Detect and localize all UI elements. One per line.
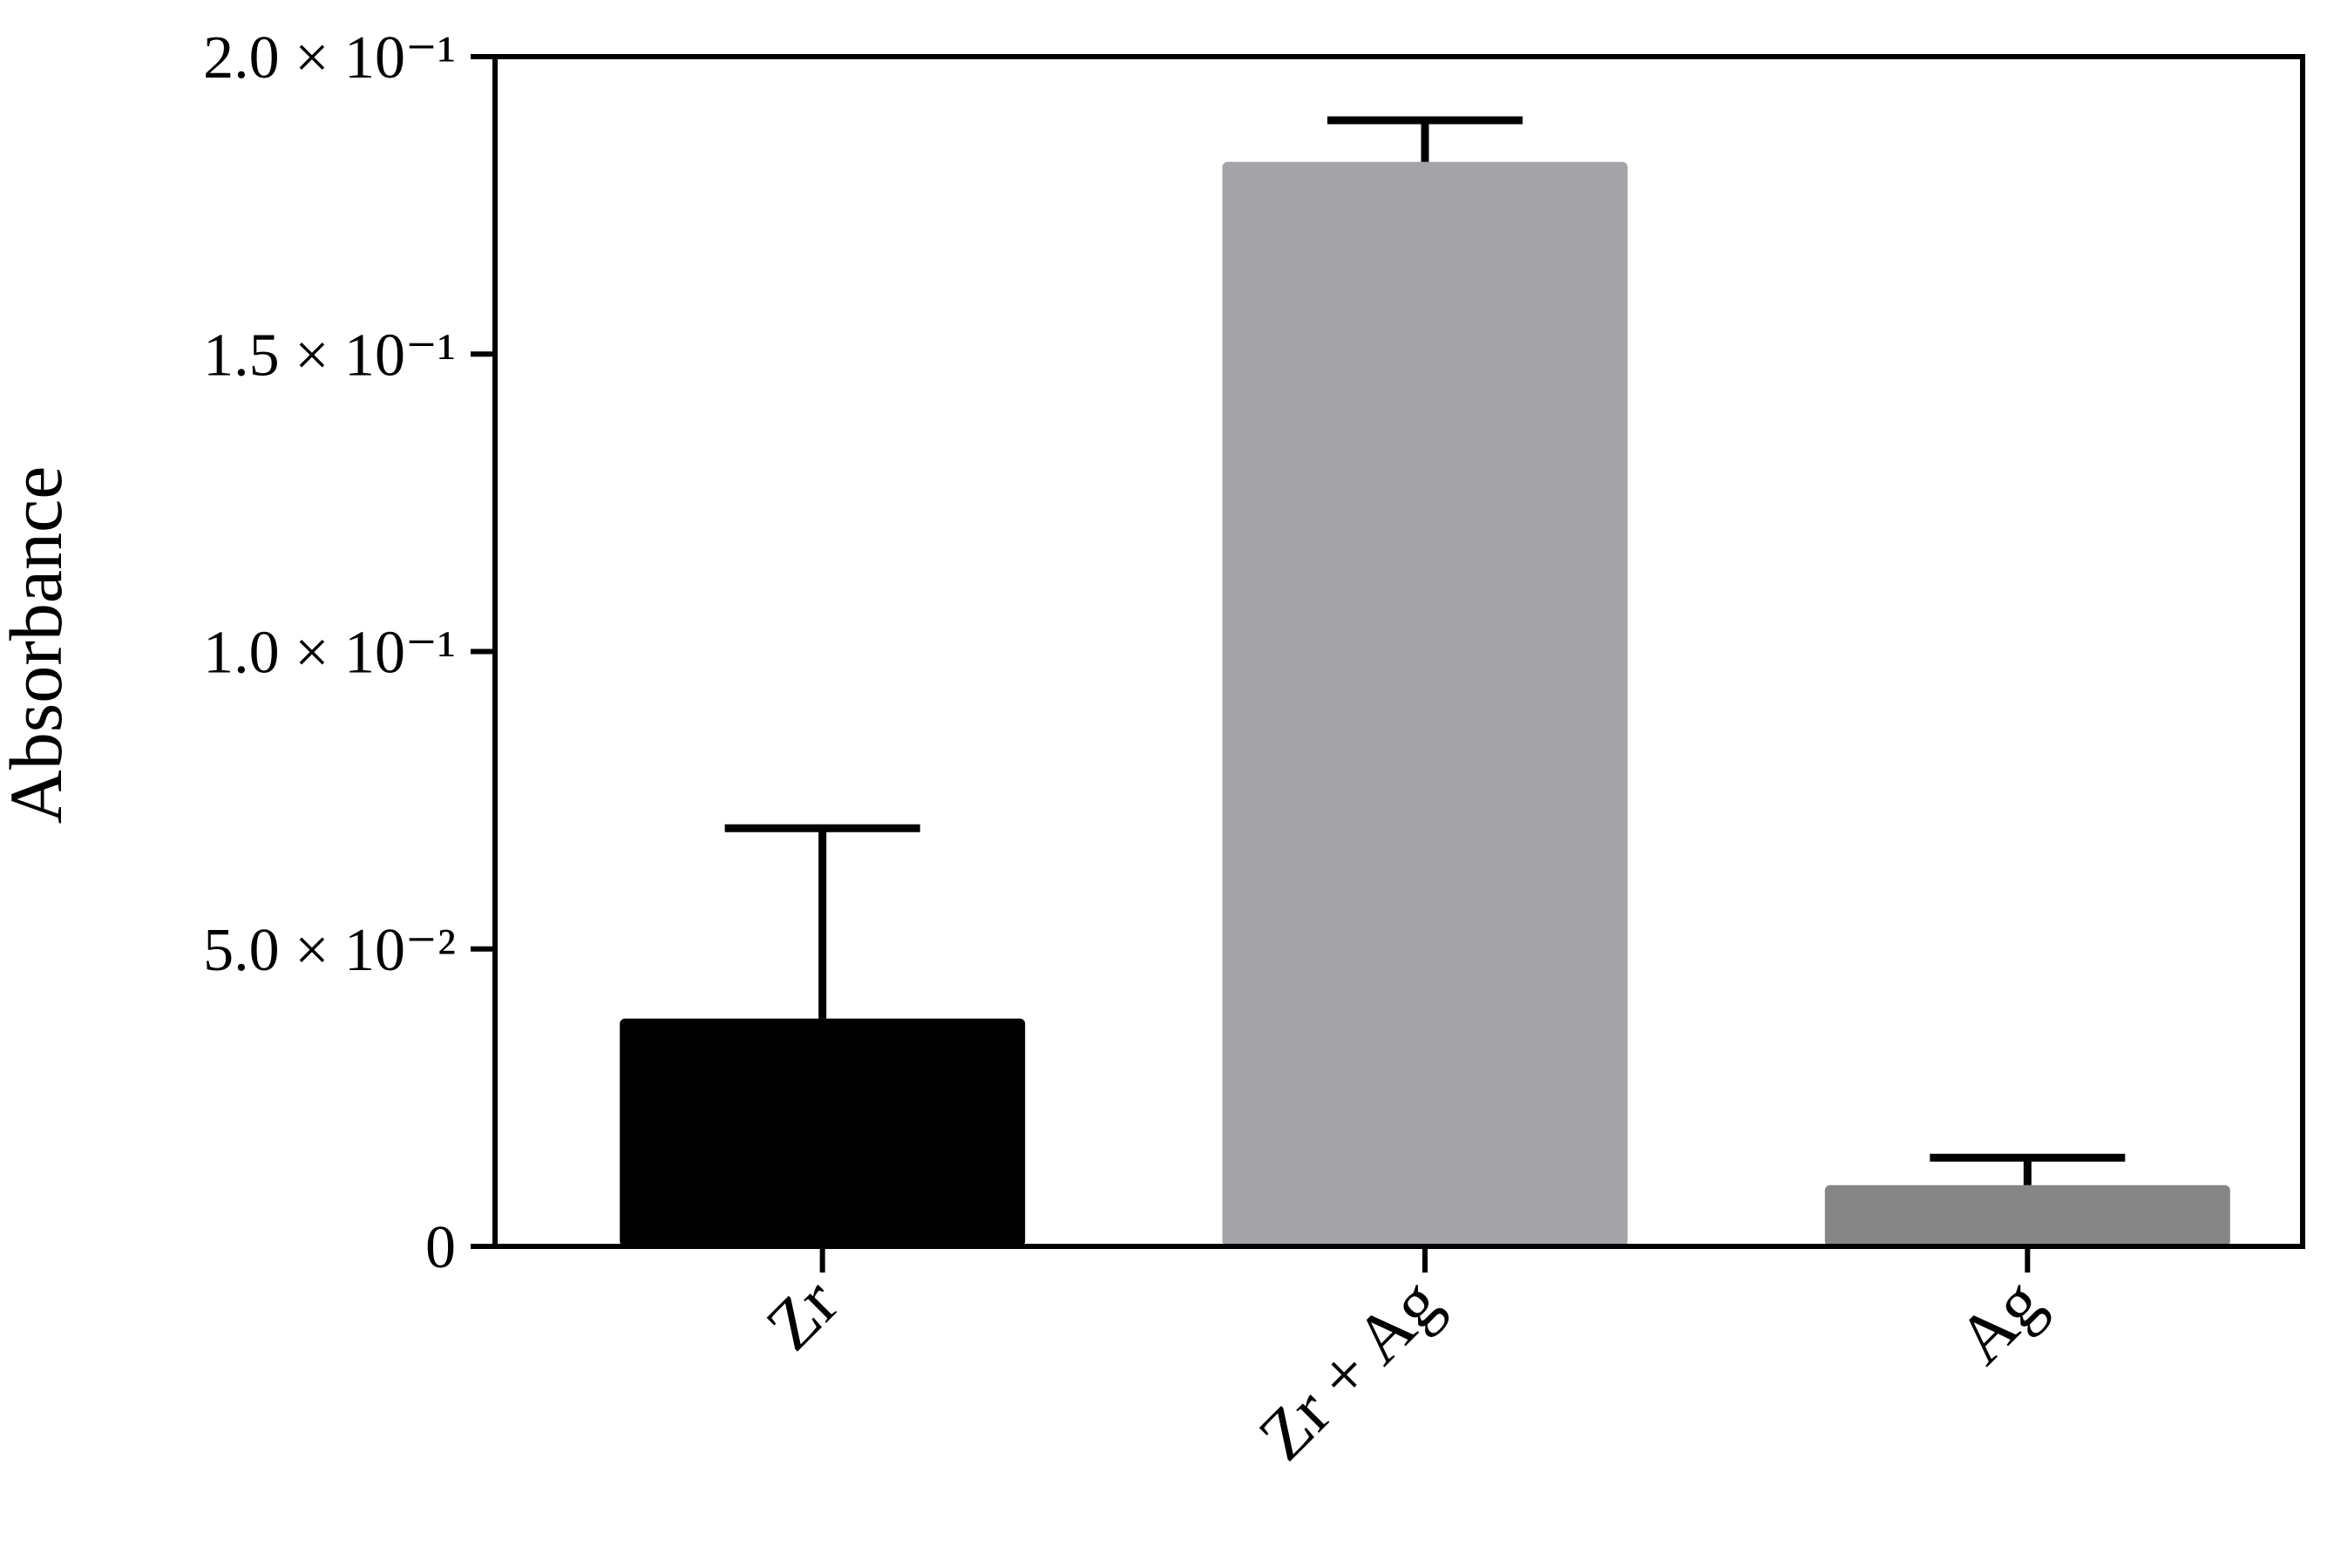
error-bar (1327, 116, 1523, 162)
y-tick-label: 1.5 × 10⁻¹ (203, 322, 456, 389)
x-tick-label: Ag (1944, 1265, 2058, 1379)
y-tick-label: 2.0 × 10⁻¹ (203, 24, 456, 92)
error-bar (724, 824, 920, 1019)
x-tick-label: Zr + Ag (1245, 1265, 1455, 1476)
y-tick-label: 5.0 × 10⁻² (203, 917, 456, 984)
bar (1222, 161, 1628, 1247)
x-tick-label: Zr (752, 1265, 853, 1366)
error-bar (1930, 1153, 2126, 1185)
bar (1824, 1184, 2230, 1246)
y-tick-label: 0 (425, 1214, 456, 1281)
plot-frame (492, 54, 2305, 1249)
y-axis-label: Absorbance (0, 466, 78, 825)
y-tick-label: 1.0 × 10⁻¹ (203, 620, 456, 687)
bar (620, 1018, 1026, 1246)
